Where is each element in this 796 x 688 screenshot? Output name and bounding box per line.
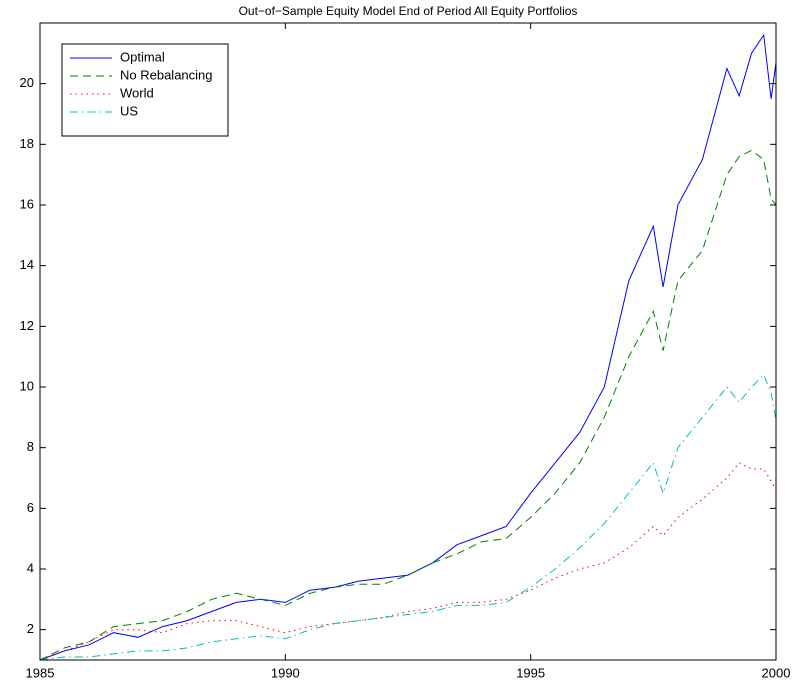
series-line	[39, 33, 777, 661]
x-tick-label: 1990	[271, 665, 300, 680]
y-tick-label: 2	[27, 621, 34, 636]
legend-box	[61, 43, 229, 137]
legend-label: No Rebalancing	[120, 67, 213, 82]
y-tick-label: 8	[27, 439, 34, 454]
y-tick-label: 6	[27, 500, 34, 515]
plot-frame	[39, 22, 777, 661]
x-tick-label: 1995	[516, 665, 545, 680]
y-tick-label: 18	[20, 136, 34, 151]
legend-label: World	[120, 85, 154, 100]
y-tick-label: 10	[20, 378, 34, 393]
y-tick-label: 4	[27, 560, 34, 575]
y-tick-label: 12	[20, 318, 34, 333]
y-tick-label: 20	[20, 75, 34, 90]
y-tick-label: 14	[20, 257, 34, 272]
legend-label: US	[120, 103, 138, 118]
legend-label: Optimal	[120, 49, 165, 64]
series-line	[39, 149, 777, 661]
x-tick-label: 2000	[762, 665, 791, 680]
series-line	[39, 374, 777, 661]
series-line	[39, 462, 777, 661]
x-tick-label: 1985	[26, 665, 55, 680]
chart-title: Out−of−Sample Equity Model End of Period…	[239, 4, 578, 18]
y-tick-label: 16	[20, 196, 34, 211]
